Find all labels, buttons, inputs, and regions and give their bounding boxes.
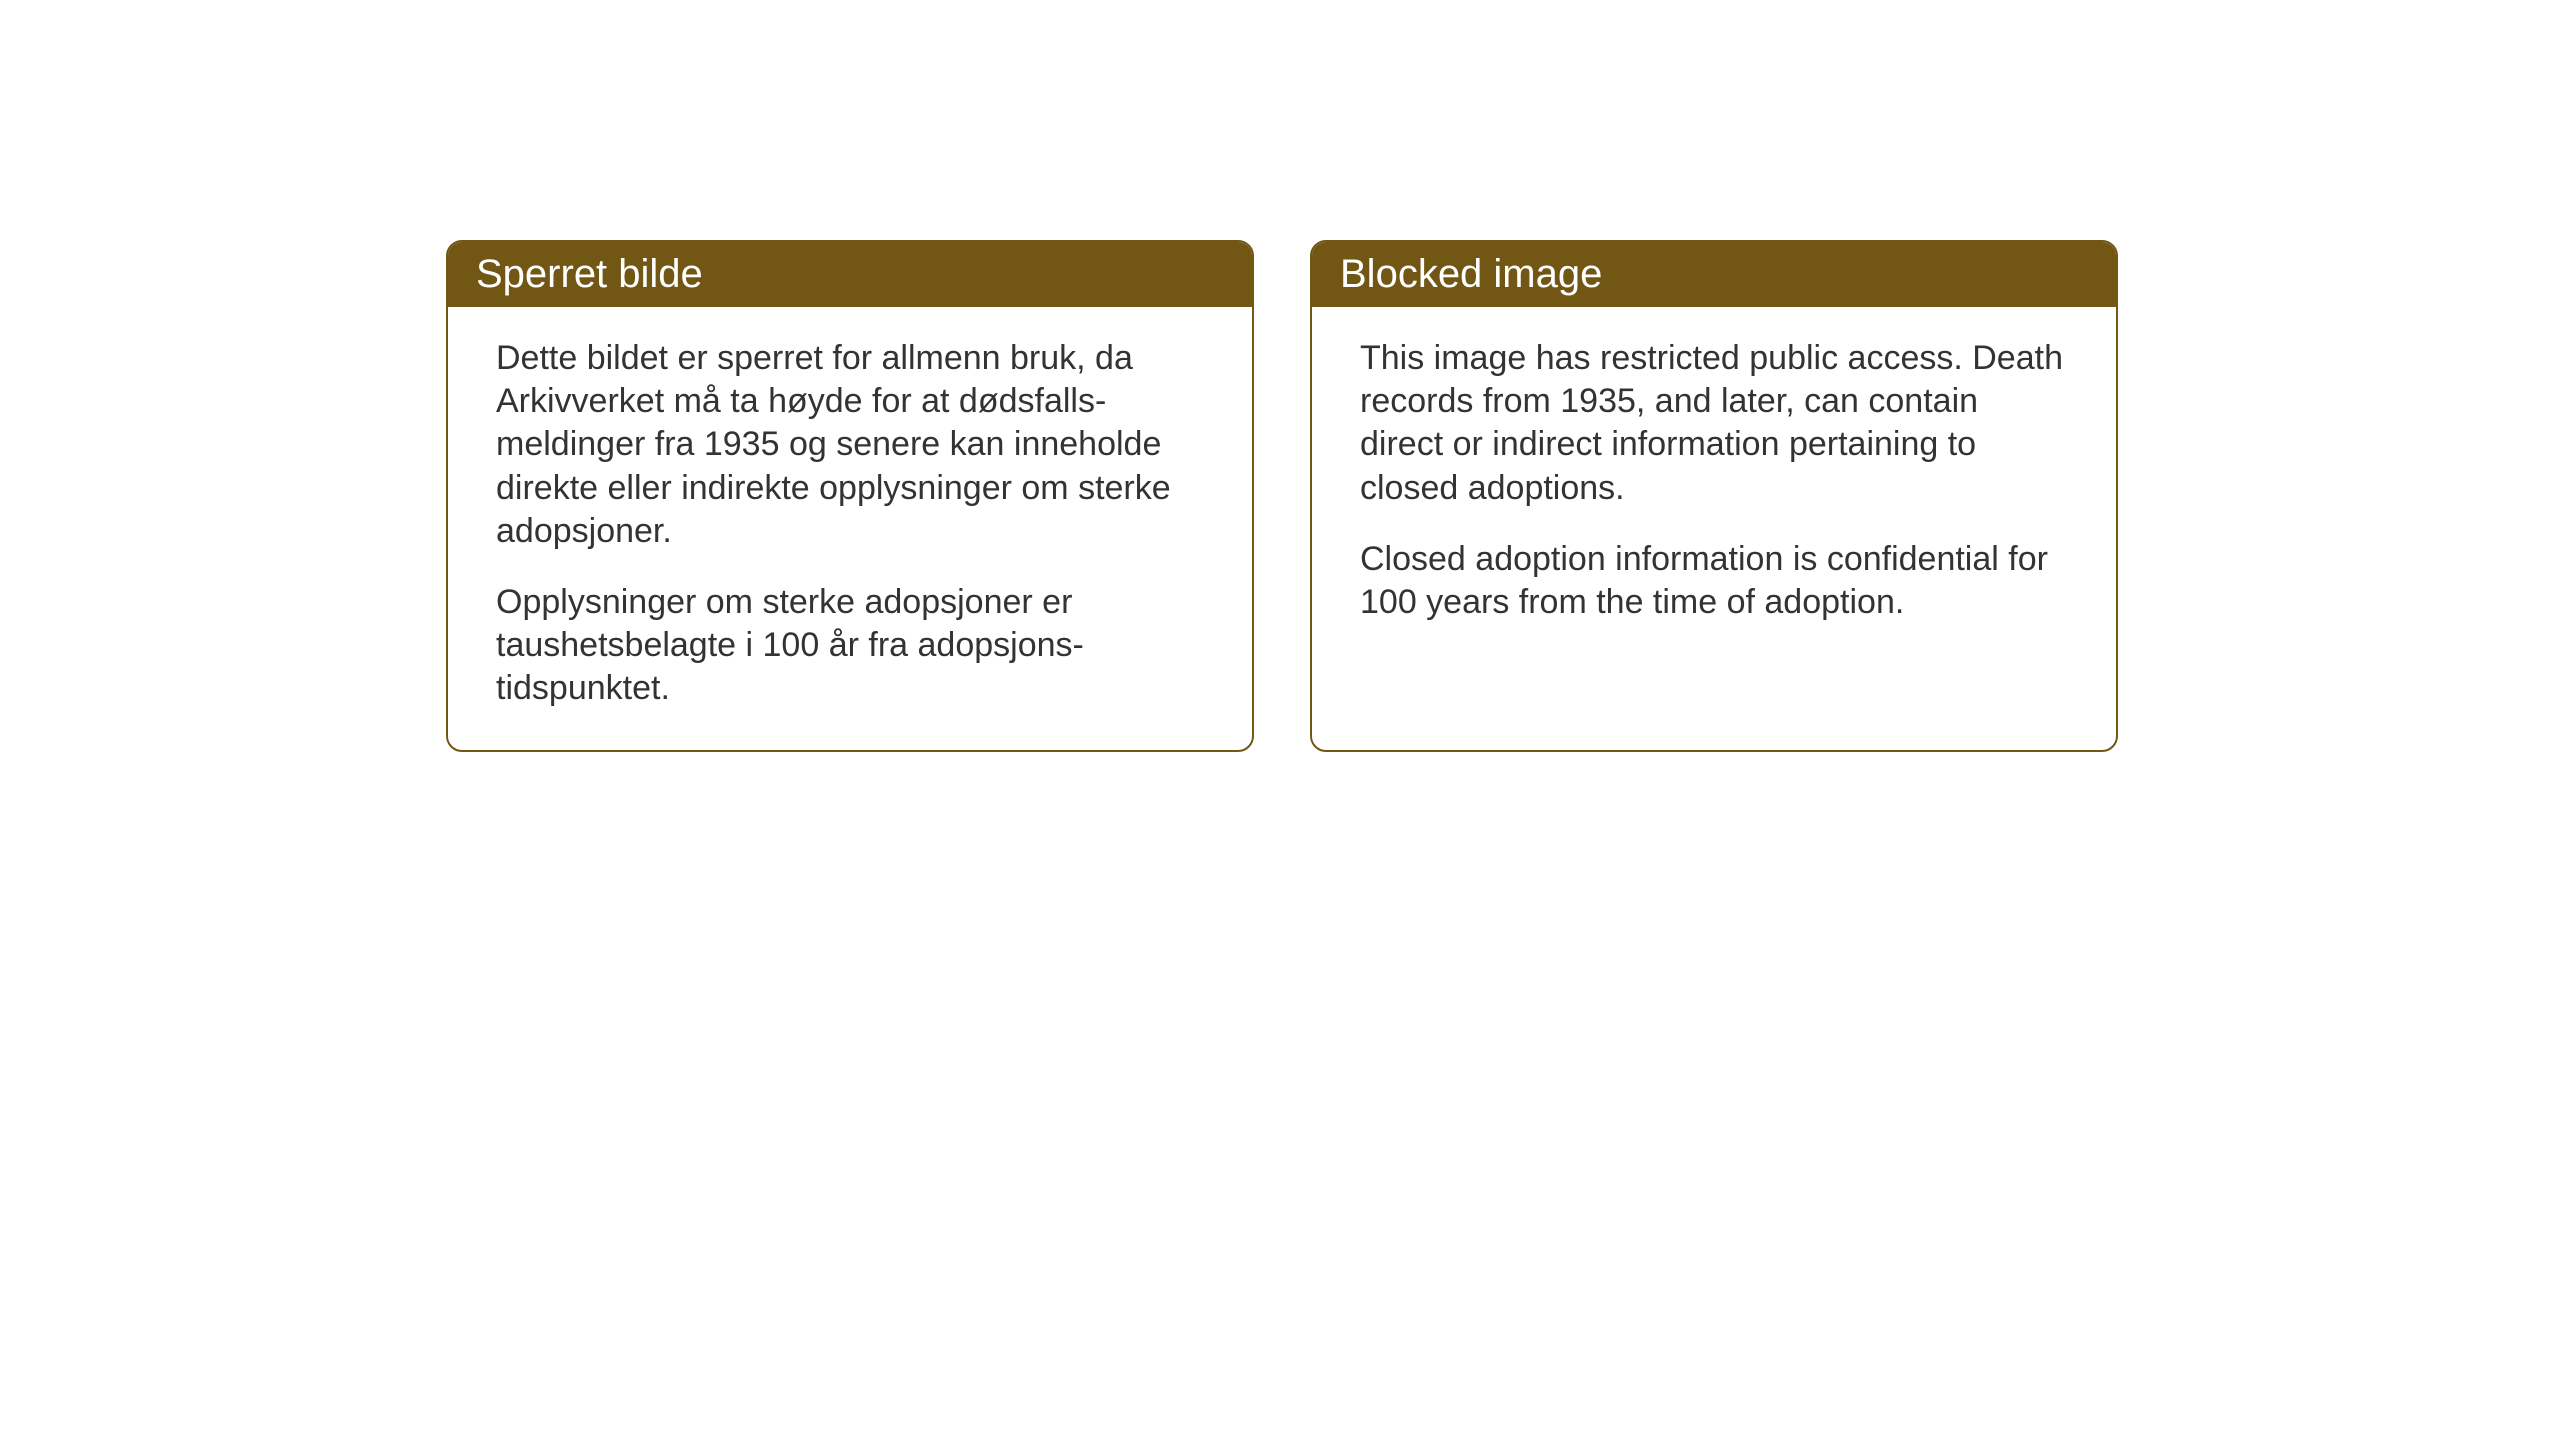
card-body-english: This image has restricted public access.…	[1312, 307, 2116, 664]
card-body-norwegian: Dette bildet er sperret for allmenn bruk…	[448, 307, 1252, 750]
card-header-english: Blocked image	[1312, 242, 2116, 307]
paragraph-text: Opplysninger om sterke adopsjoner er tau…	[496, 581, 1204, 711]
paragraph-text: Closed adoption information is confident…	[1360, 538, 2068, 624]
notice-card-english: Blocked image This image has restricted …	[1310, 240, 2118, 752]
notice-cards-container: Sperret bilde Dette bildet er sperret fo…	[446, 240, 2118, 752]
paragraph-text: This image has restricted public access.…	[1360, 337, 2068, 510]
card-header-norwegian: Sperret bilde	[448, 242, 1252, 307]
paragraph-text: Dette bildet er sperret for allmenn bruk…	[496, 337, 1204, 553]
notice-card-norwegian: Sperret bilde Dette bildet er sperret fo…	[446, 240, 1254, 752]
